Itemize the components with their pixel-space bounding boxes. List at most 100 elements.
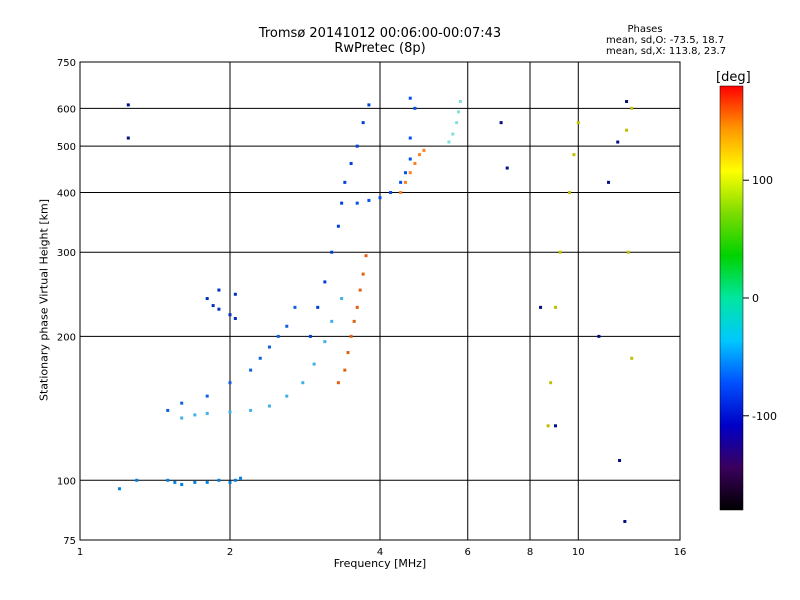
phases-title: Phases bbox=[627, 24, 663, 35]
x-tick-label: 2 bbox=[227, 547, 233, 558]
data-points bbox=[117, 96, 634, 523]
data-point bbox=[340, 297, 344, 301]
data-point bbox=[623, 519, 627, 523]
data-point bbox=[355, 201, 359, 205]
data-point bbox=[403, 180, 407, 184]
data-point bbox=[451, 132, 455, 136]
data-point bbox=[408, 136, 412, 140]
data-point bbox=[343, 368, 347, 372]
data-point bbox=[166, 408, 170, 412]
data-point bbox=[249, 408, 253, 412]
data-point bbox=[239, 476, 243, 480]
data-point bbox=[211, 304, 215, 308]
colorbar bbox=[719, 85, 744, 511]
data-point bbox=[217, 288, 221, 292]
data-point bbox=[217, 307, 221, 311]
data-point bbox=[408, 96, 412, 100]
data-point bbox=[378, 196, 382, 200]
data-point bbox=[413, 106, 417, 110]
data-point bbox=[455, 121, 459, 125]
data-point bbox=[205, 411, 209, 415]
data-point bbox=[549, 381, 553, 385]
data-point bbox=[233, 316, 237, 320]
data-point bbox=[361, 121, 365, 125]
colorbar-ticks: 100 0 -100 bbox=[743, 174, 777, 423]
data-point bbox=[630, 106, 634, 110]
x-axis-label: Frequency [MHz] bbox=[333, 557, 427, 570]
grid-lines bbox=[80, 62, 680, 540]
data-point bbox=[228, 480, 232, 484]
data-point bbox=[249, 368, 253, 372]
data-point bbox=[417, 153, 421, 157]
data-point bbox=[399, 190, 403, 194]
data-point bbox=[205, 394, 209, 398]
y-tick-label: 600 bbox=[57, 104, 76, 115]
data-point bbox=[258, 356, 262, 360]
data-point bbox=[361, 272, 365, 276]
data-point bbox=[180, 416, 184, 420]
y-tick-label: 500 bbox=[57, 142, 76, 153]
data-point bbox=[408, 171, 412, 175]
data-point bbox=[539, 305, 543, 309]
colorbar-tick-label: 100 bbox=[752, 174, 773, 187]
x-tick-label: 16 bbox=[674, 547, 687, 558]
data-point bbox=[625, 100, 629, 104]
data-point bbox=[355, 305, 359, 309]
chart-subtitle: RwPretec (8p) bbox=[334, 41, 426, 56]
x-tick-label: 10 bbox=[572, 547, 585, 558]
data-point bbox=[323, 340, 327, 344]
y-tick-label: 750 bbox=[57, 58, 76, 69]
data-point bbox=[616, 140, 620, 144]
data-point bbox=[267, 404, 271, 408]
data-point bbox=[399, 180, 403, 184]
data-point bbox=[228, 313, 232, 317]
data-point bbox=[301, 381, 305, 385]
data-point bbox=[403, 171, 407, 175]
colorbar-unit-label: [deg] bbox=[716, 70, 751, 85]
data-point bbox=[205, 480, 209, 484]
data-point bbox=[447, 140, 451, 144]
colorbar-tick-label: -100 bbox=[752, 410, 777, 423]
y-tick-labels: 750 600 500 400 300 200 100 75 bbox=[57, 58, 76, 547]
data-point bbox=[233, 292, 237, 296]
data-point bbox=[340, 201, 344, 205]
x-tick-label: 8 bbox=[527, 547, 533, 558]
x-tick-labels: 1 2 4 6 8 10 16 bbox=[77, 547, 687, 558]
data-point bbox=[408, 157, 412, 161]
phases-x: mean, sd,X: 113.8, 23.7 bbox=[606, 46, 727, 57]
data-point bbox=[597, 334, 601, 338]
data-point bbox=[217, 478, 221, 482]
data-point bbox=[193, 413, 197, 417]
data-point bbox=[312, 362, 316, 366]
y-tick-label: 200 bbox=[57, 332, 76, 343]
data-point bbox=[349, 161, 353, 165]
chart-title: Tromsø 20141012 00:06:00-00:07:43 bbox=[258, 26, 502, 41]
data-point bbox=[285, 394, 289, 398]
data-point bbox=[293, 305, 297, 309]
data-point bbox=[355, 144, 359, 148]
plot-frame bbox=[79, 61, 681, 541]
data-point bbox=[166, 478, 170, 482]
phases-o: mean, sd,O: -73.5, 18.7 bbox=[606, 35, 725, 46]
data-point bbox=[553, 305, 557, 309]
data-point bbox=[180, 482, 184, 486]
data-point bbox=[389, 190, 393, 194]
data-point bbox=[458, 100, 462, 104]
x-tick-label: 1 bbox=[77, 547, 83, 558]
data-point bbox=[367, 103, 371, 107]
data-point bbox=[228, 410, 232, 414]
data-point bbox=[330, 250, 334, 254]
data-point bbox=[367, 198, 371, 202]
data-point bbox=[117, 487, 121, 491]
data-point bbox=[618, 458, 622, 462]
data-point bbox=[630, 356, 634, 360]
y-tick-label: 100 bbox=[57, 476, 76, 487]
data-point bbox=[285, 324, 289, 328]
colorbar-tick-label: 0 bbox=[752, 292, 759, 305]
data-point bbox=[126, 136, 130, 140]
data-point bbox=[572, 153, 576, 157]
data-point bbox=[193, 480, 197, 484]
data-point bbox=[346, 351, 350, 355]
data-point bbox=[316, 305, 320, 309]
